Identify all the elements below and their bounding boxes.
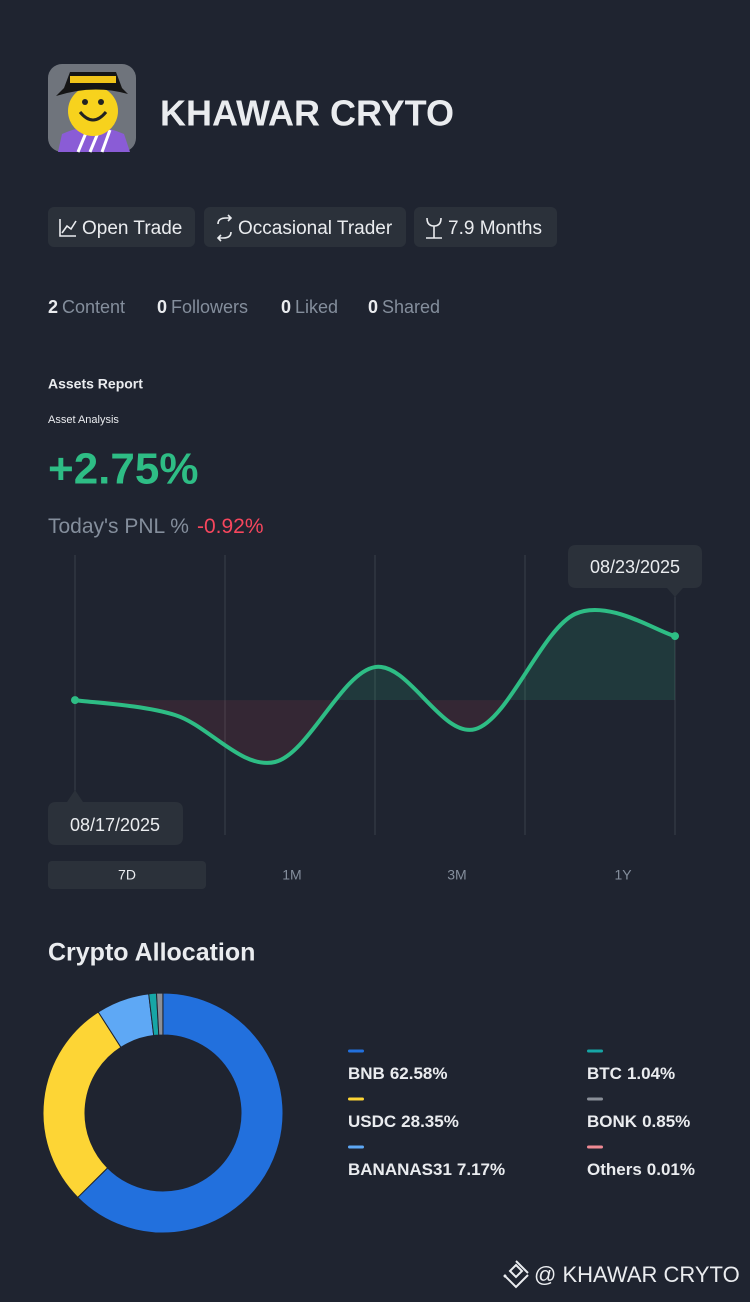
vertical-guides <box>74 555 676 835</box>
total-return: +2.75% <box>48 445 198 494</box>
legend-value: 0.01% <box>647 1160 695 1179</box>
legend-value: 7.17% <box>457 1160 505 1179</box>
stat: 0 Shared <box>368 297 440 317</box>
period-tab[interactable]: 3M <box>447 867 466 883</box>
stat: 0 Followers <box>157 297 248 317</box>
legend-swatch <box>587 1145 603 1149</box>
stat-count: 2 <box>48 297 58 317</box>
legend-value: 28.35% <box>401 1112 459 1131</box>
legend-swatch <box>587 1049 603 1053</box>
legend-item: USDC 28.35% <box>348 1097 459 1131</box>
stat-label: Content <box>62 297 125 317</box>
tag[interactable]: 7.9 Months <box>414 207 557 247</box>
stat-label: Followers <box>171 297 248 317</box>
end-dot <box>71 696 79 705</box>
section-title: Crypto Allocation <box>48 939 255 967</box>
legend-item: BTC 1.04% <box>587 1049 675 1083</box>
legend-name: BNB <box>348 1064 385 1083</box>
period-tab-label: 1M <box>282 867 301 883</box>
legend-text: Others 0.01% <box>587 1160 695 1179</box>
stat: 0 Liked <box>281 297 338 317</box>
period-tab-bg <box>48 861 206 889</box>
legend-name: BONK <box>587 1112 638 1131</box>
tag-icon <box>216 214 233 242</box>
period-tab[interactable]: 7D <box>48 861 206 889</box>
pnl-label: Today's PNL % <box>48 515 189 538</box>
tag[interactable]: Open Trade <box>48 207 195 247</box>
legend-name: BANANAS31 <box>348 1160 452 1179</box>
avatar-smile <box>78 111 108 122</box>
end-dot <box>671 632 679 641</box>
pnl-value: -0.92% <box>197 515 264 538</box>
tag-label: Open Trade <box>82 218 182 239</box>
period-tab[interactable]: 1M <box>282 867 301 883</box>
legend-text: BTC 1.04% <box>587 1064 675 1083</box>
line <box>74 607 676 765</box>
area-negative <box>75 700 675 763</box>
legend-text: BNB 62.58% <box>348 1064 448 1083</box>
donut-slice <box>42 1011 122 1199</box>
tooltip-bg <box>568 545 702 597</box>
pnl: Today's PNL % -0.92% <box>48 515 264 538</box>
tag-bg <box>414 207 557 247</box>
legend-value: 62.58% <box>390 1064 448 1083</box>
legend-swatch <box>348 1097 364 1101</box>
period-tab-label: 7D <box>118 867 136 883</box>
legend-item: Others 0.01% <box>587 1145 695 1179</box>
legend-swatch <box>348 1049 364 1053</box>
tooltip-date: 08/23/2025 <box>590 557 680 577</box>
avatar-eye <box>82 99 88 105</box>
avatar-face <box>68 86 118 136</box>
legend-name: BTC <box>587 1064 622 1083</box>
stat: 2 Content <box>48 297 125 317</box>
profile-name: KHAWAR CRYTO <box>160 93 454 134</box>
tag-icon <box>426 217 442 239</box>
period-tab-label: 1Y <box>614 867 632 883</box>
legend-text: BONK 0.85% <box>587 1112 690 1131</box>
watermark: @ KHAWAR CRYTO <box>503 1260 740 1289</box>
period-tab-label: 3M <box>447 867 466 883</box>
watermark-logo <box>503 1260 529 1289</box>
stat-count: 0 <box>368 297 378 317</box>
legend-item: BANANAS31 7.17% <box>348 1145 505 1179</box>
legend-swatch <box>348 1145 364 1149</box>
tooltip-bg <box>48 790 183 845</box>
avatar-hatband <box>70 76 116 83</box>
legend-value: 0.85% <box>642 1112 690 1131</box>
stat-label: Liked <box>295 297 338 317</box>
stat-label: Shared <box>382 297 440 317</box>
period-tab[interactable]: 1Y <box>614 867 632 883</box>
donut-slice <box>77 992 284 1234</box>
legend-swatch <box>587 1097 603 1101</box>
stat-count: 0 <box>281 297 291 317</box>
tag-bg <box>48 207 195 247</box>
tag[interactable]: Occasional Trader <box>204 207 406 247</box>
tag-label: 7.9 Months <box>448 218 542 239</box>
watermark-text: @ KHAWAR CRYTO <box>534 1262 740 1287</box>
section-title: Assets Report <box>48 376 143 392</box>
legend-text: BANANAS31 7.17% <box>348 1160 505 1179</box>
tooltip-date: 08/17/2025 <box>70 815 160 835</box>
avatar[interactable] <box>48 64 136 153</box>
legend-text: USDC 28.35% <box>348 1112 459 1131</box>
tag-label: Occasional Trader <box>238 218 393 239</box>
legend-item: BNB 62.58% <box>348 1049 448 1083</box>
legend-name: Others <box>587 1160 642 1179</box>
area-positive <box>335 609 675 701</box>
avatar-eye <box>98 99 104 105</box>
legend-name: USDC <box>348 1112 396 1131</box>
stat-count: 0 <box>157 297 167 317</box>
section-subtitle: Asset Analysis <box>48 414 119 426</box>
tag-icon <box>59 219 77 237</box>
legend-item: BONK 0.85% <box>587 1097 690 1131</box>
tag-bg <box>204 207 406 247</box>
legend-value: 1.04% <box>627 1064 675 1083</box>
